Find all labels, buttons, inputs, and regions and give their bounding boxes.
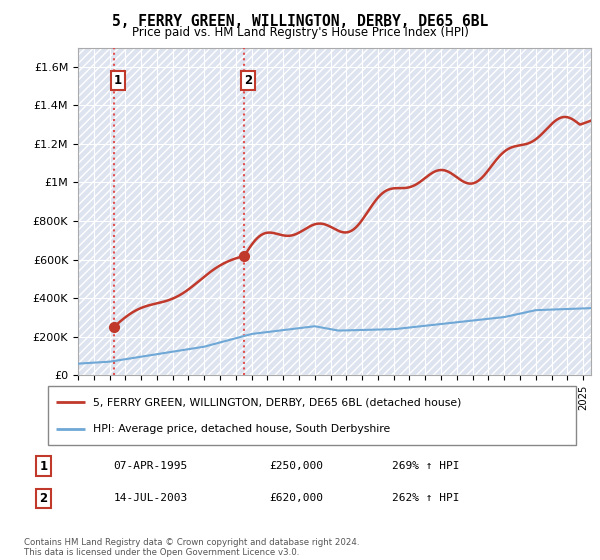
Text: HPI: Average price, detached house, South Derbyshire: HPI: Average price, detached house, Sout… xyxy=(93,424,390,435)
Text: 1: 1 xyxy=(40,460,47,473)
Text: 262% ↑ HPI: 262% ↑ HPI xyxy=(392,493,460,503)
Text: 2: 2 xyxy=(40,492,47,505)
Text: Price paid vs. HM Land Registry's House Price Index (HPI): Price paid vs. HM Land Registry's House … xyxy=(131,26,469,39)
Text: £250,000: £250,000 xyxy=(269,461,323,471)
Text: Contains HM Land Registry data © Crown copyright and database right 2024.
This d: Contains HM Land Registry data © Crown c… xyxy=(24,538,359,557)
Text: 2: 2 xyxy=(244,74,253,87)
Text: 5, FERRY GREEN, WILLINGTON, DERBY, DE65 6BL: 5, FERRY GREEN, WILLINGTON, DERBY, DE65 … xyxy=(112,14,488,29)
Text: 1: 1 xyxy=(114,74,122,87)
Text: 5, FERRY GREEN, WILLINGTON, DERBY, DE65 6BL (detached house): 5, FERRY GREEN, WILLINGTON, DERBY, DE65 … xyxy=(93,397,461,407)
Text: 269% ↑ HPI: 269% ↑ HPI xyxy=(392,461,460,471)
Text: 07-APR-1995: 07-APR-1995 xyxy=(113,461,188,471)
Text: £620,000: £620,000 xyxy=(269,493,323,503)
Text: 14-JUL-2003: 14-JUL-2003 xyxy=(113,493,188,503)
